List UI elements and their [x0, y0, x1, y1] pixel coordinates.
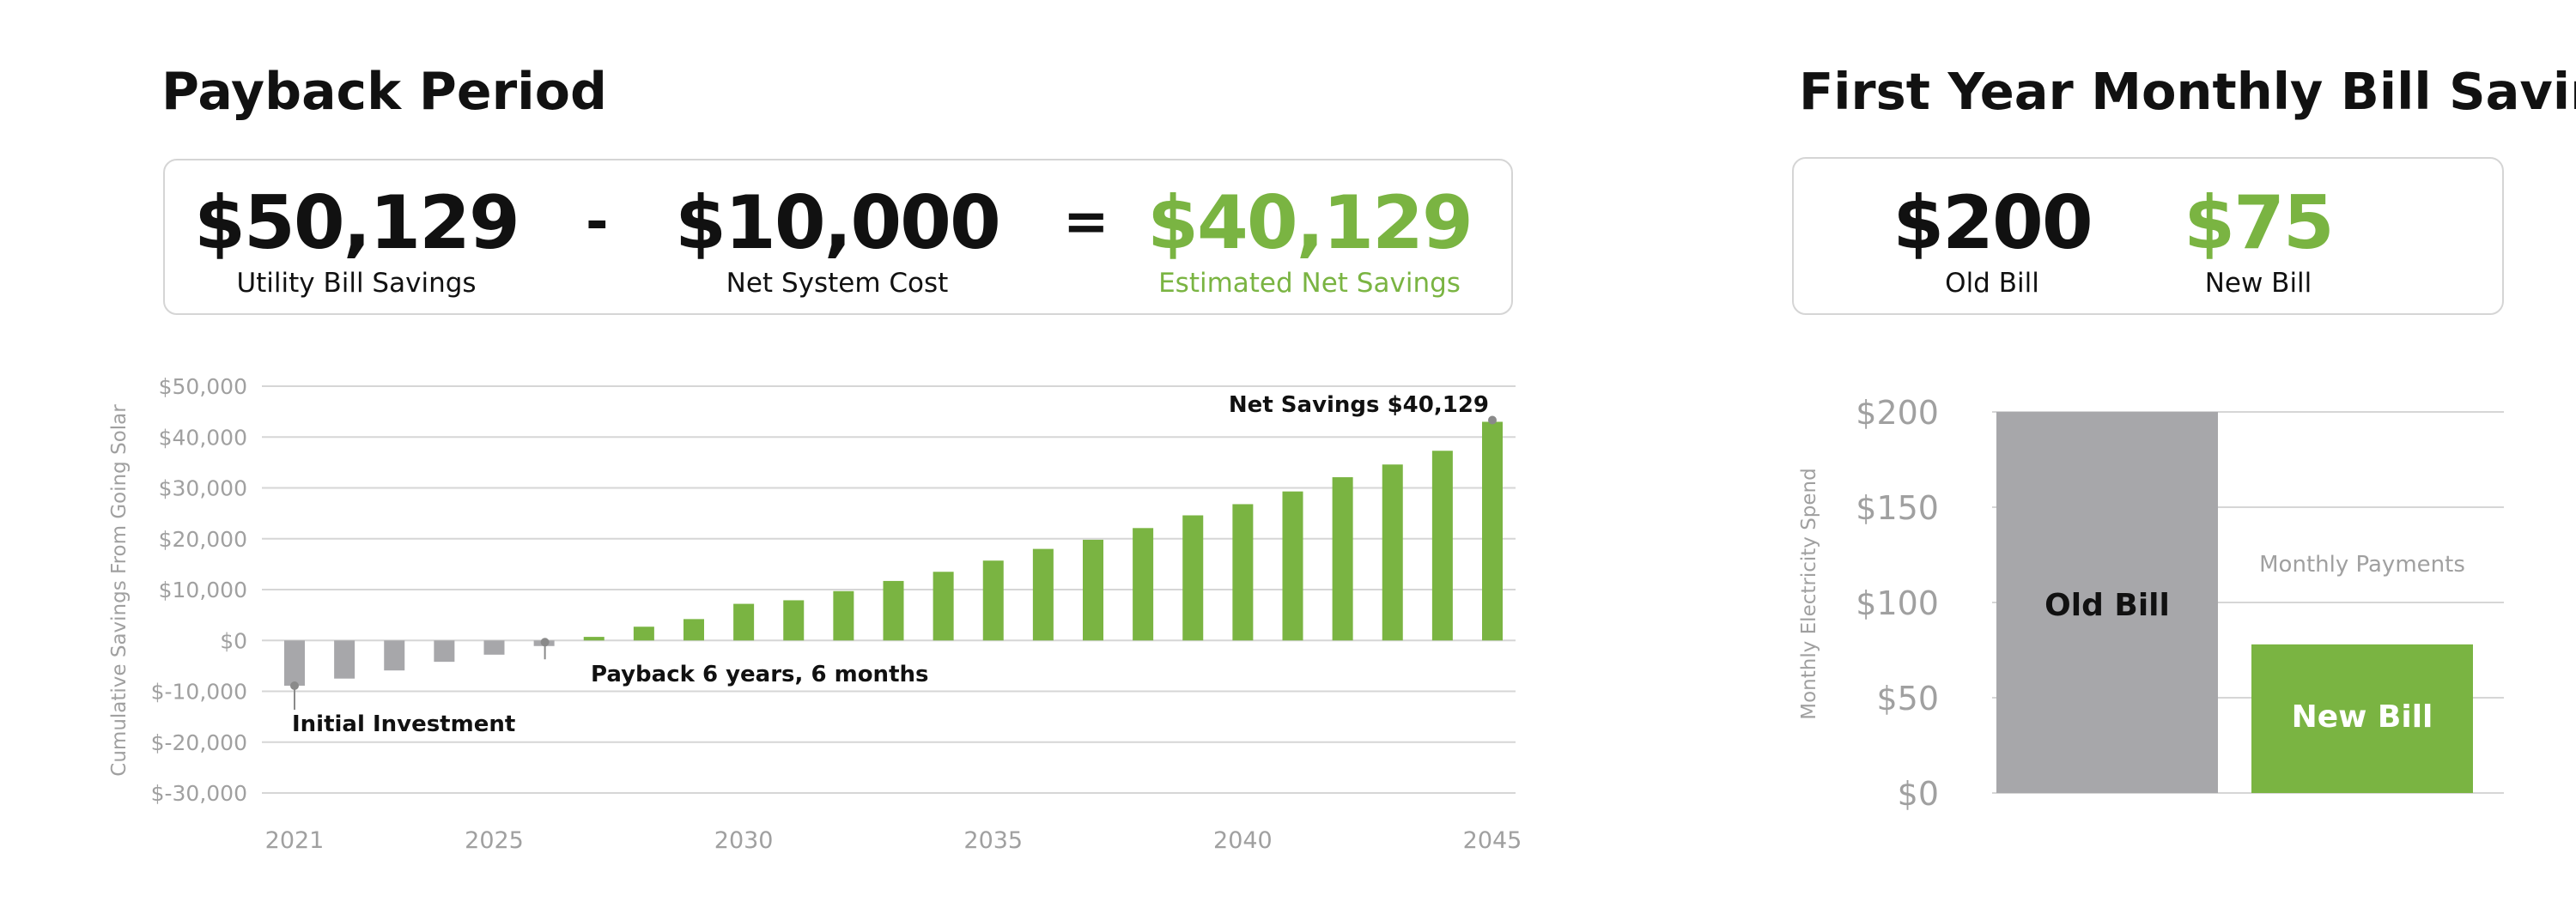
payback-annotation: Payback 6 years, 6 months — [591, 662, 928, 687]
y-axis-label: Monthly Electricity Spend — [1798, 468, 1820, 720]
bar — [483, 640, 505, 655]
old-bill-value: $200 — [1893, 180, 2093, 266]
bar — [2251, 644, 2473, 793]
bar — [583, 637, 605, 641]
bar — [1382, 464, 1403, 641]
old-bill-stat: $200 Old Bill — [1863, 182, 2121, 299]
bar — [434, 640, 455, 663]
bar — [1083, 539, 1103, 641]
y-tick-label: $-30,000 — [151, 781, 247, 806]
initial-investment-marker — [290, 681, 299, 690]
bar — [1482, 421, 1503, 641]
payback-summary-box — [163, 159, 1513, 315]
y-tick-label: $150 — [1856, 489, 1939, 527]
y-tick-label: $0 — [220, 628, 247, 653]
equals-operator: = — [1063, 191, 1109, 254]
new-bill-label: New Bill — [2204, 268, 2312, 299]
payback-title: Payback Period — [161, 62, 607, 122]
y-tick-label: $20,000 — [159, 527, 247, 552]
bar — [982, 560, 1004, 641]
net-savings-annotation: Net Savings $40,129 — [1229, 392, 1489, 418]
initial-investment-annotation: Initial Investment — [292, 711, 515, 737]
bar — [1182, 515, 1204, 641]
bar — [683, 619, 704, 641]
bar — [1032, 548, 1054, 641]
new-bill-value: $75 — [2184, 180, 2335, 266]
bar — [334, 640, 355, 679]
y-tick-label: $200 — [1856, 394, 1939, 432]
y-tick-label: $0 — [1898, 775, 1939, 813]
x-tick-label: 2030 — [714, 827, 774, 854]
net-savings-stat: $40,129 Estimated Net Savings — [1133, 182, 1485, 299]
new-bill-stat: $75 New Bill — [2129, 182, 2387, 299]
bar — [284, 640, 305, 686]
bar — [1431, 451, 1453, 641]
bar — [1282, 491, 1303, 641]
minus-operator: - — [586, 191, 609, 254]
bar — [1133, 528, 1154, 641]
old-bill-label: Old Bill — [1945, 268, 2039, 299]
bill-summary-box — [1792, 157, 2504, 315]
net-savings-value: $40,129 — [1147, 180, 1473, 266]
bar — [883, 580, 904, 641]
y-tick-label: $30,000 — [159, 476, 247, 501]
x-tick-label: 2040 — [1213, 827, 1273, 854]
utility-savings-value: $50,129 — [194, 180, 520, 266]
y-tick-label: $10,000 — [159, 578, 247, 602]
y-tick-label: $50,000 — [159, 374, 247, 399]
utility-savings-label: Utility Bill Savings — [236, 268, 477, 299]
bar — [733, 603, 755, 641]
system-cost-value: $10,000 — [675, 180, 1001, 266]
bar — [1996, 412, 2218, 793]
y-tick-label: $-20,000 — [151, 730, 247, 755]
legend-label: Monthly Payments — [2259, 552, 2465, 578]
y-tick-label: $-10,000 — [151, 680, 247, 705]
bar-label: New Bill — [2292, 699, 2433, 735]
x-tick-label: 2035 — [963, 827, 1023, 854]
bar — [1332, 477, 1353, 641]
net-savings-marker — [1488, 415, 1497, 425]
bar-label: Old Bill — [2044, 588, 2170, 623]
x-tick-label: 2025 — [465, 827, 524, 854]
bar — [783, 600, 805, 641]
y-axis-label: Cumulative Savings From Going Solar — [108, 404, 131, 777]
utility-savings-stat: $50,129 Utility Bill Savings — [180, 182, 532, 299]
bar — [633, 626, 654, 641]
x-tick-label: 2045 — [1463, 827, 1522, 854]
net-savings-label: Estimated Net Savings — [1158, 268, 1461, 299]
bar — [833, 590, 854, 641]
payback-marker — [540, 638, 550, 647]
y-tick-label: $50 — [1876, 680, 1939, 717]
bar — [1232, 504, 1254, 641]
bar — [933, 572, 954, 641]
bill-savings-title: First Year Monthly Bill Savings — [1799, 62, 2576, 121]
system-cost-label: Net System Cost — [726, 268, 949, 299]
y-tick-label: $40,000 — [159, 425, 247, 450]
system-cost-stat: $10,000 Net System Cost — [661, 182, 1013, 299]
bar — [384, 640, 405, 671]
x-tick-label: 2021 — [265, 827, 325, 854]
y-tick-label: $100 — [1856, 584, 1939, 622]
